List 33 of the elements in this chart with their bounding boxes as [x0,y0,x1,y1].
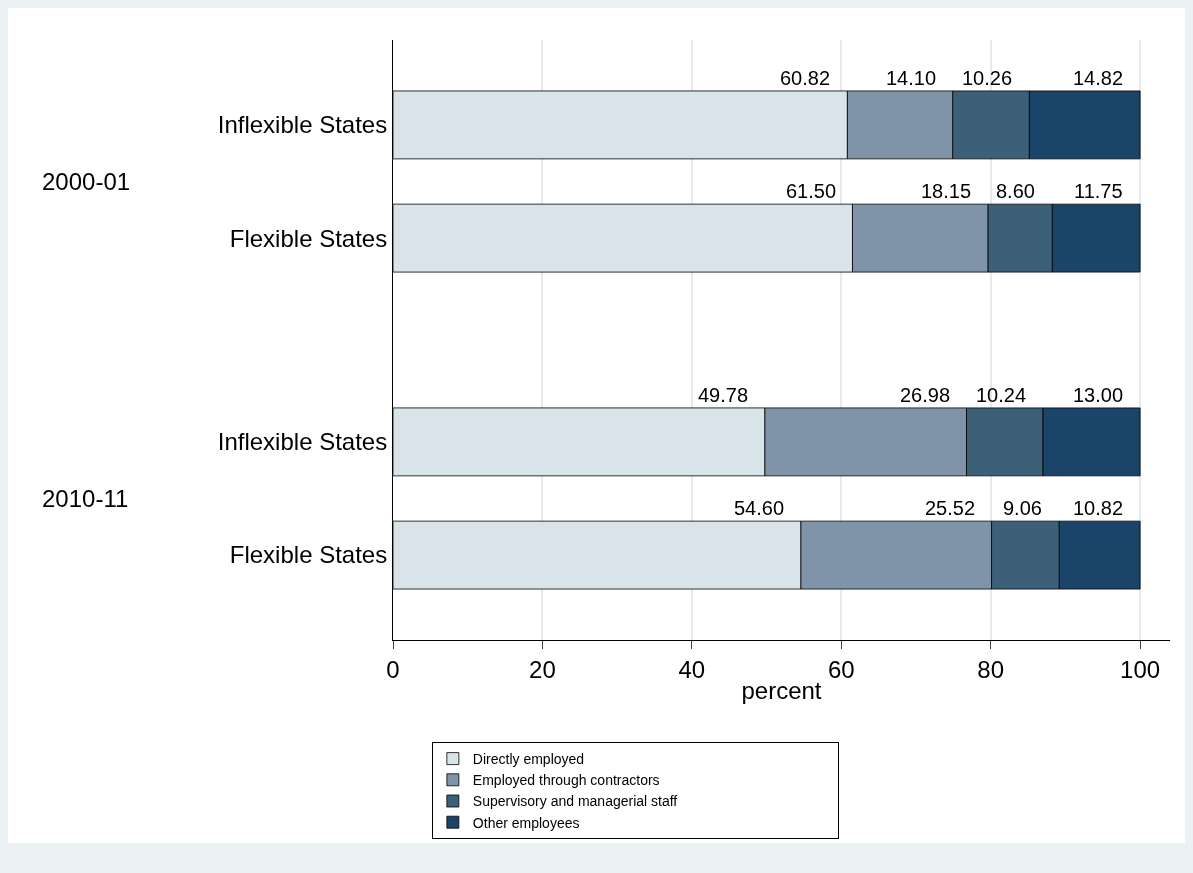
y-tick-label: Inflexible States [217,111,388,139]
data-label: 60.82 [780,67,831,89]
data-label: 26.98 [900,384,951,406]
legend-label: Other employees [472,814,580,831]
data-label: 9.06 [1003,497,1042,519]
data-label: 11.75 [1074,180,1123,202]
y-tick-label: Inflexible States [217,428,388,456]
data-label: 49.78 [698,384,749,406]
x-axis-title: percent [741,677,822,705]
legend-label: Supervisory and managerial staff [472,793,678,810]
legend-label: Employed through contractors [472,772,660,789]
legend-label: Directly employed [472,751,585,768]
data-label: 13.00 [1073,384,1124,406]
data-label: 10.82 [1073,497,1124,519]
x-tick-label: 40 [678,655,706,683]
x-tick-label: 100 [1120,655,1161,683]
data-label: 54.60 [734,497,785,519]
y-tick-label: Flexible States [229,224,388,252]
text: 2000-01 [42,168,131,195]
data-label: 61.50 [786,180,837,202]
x-tick-label: 20 [529,655,556,683]
y-tick-label: Flexible States [229,541,388,569]
x-tick-label: 0 [386,655,400,683]
data-label: 25.52 [925,497,976,519]
data-label: 10.24 [976,384,1027,406]
data-label: 10.26 [962,67,1013,89]
data-label: 14.10 [886,67,937,89]
data-label: 14.82 [1073,67,1124,89]
data-label: 8.60 [996,180,1035,202]
text: 2010-11 [42,485,129,512]
x-tick-label: 80 [977,655,1005,683]
data-label: 18.15 [921,180,972,202]
x-tick-label: 60 [827,655,855,683]
